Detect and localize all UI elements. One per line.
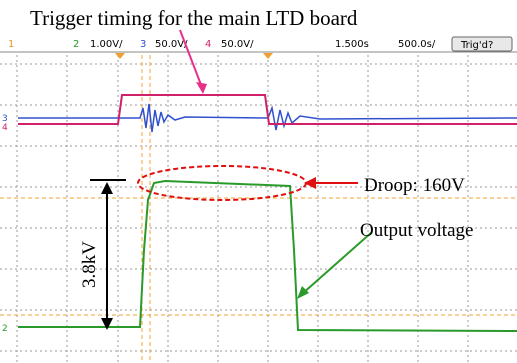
- annotation-title: Trigger timing for the main LTD board: [30, 6, 358, 30]
- droop-label: Droop: 160V: [364, 175, 465, 196]
- amplitude-label: 3.8kV: [79, 241, 100, 288]
- ch4-label: 4: [205, 39, 211, 50]
- ch2-scale: 1.00V/: [90, 39, 123, 50]
- ch2-marker: 2: [2, 324, 8, 334]
- time-position: 1.500s: [335, 39, 369, 50]
- ch4-marker: 4: [2, 123, 8, 133]
- scope-figure: Trigger timing for the main LTD board 1 …: [0, 0, 517, 363]
- output-label: Output voltage: [360, 220, 473, 241]
- ch4-scale: 50.0V/: [221, 39, 254, 50]
- page: Trigger timing for the main LTD board 1 …: [0, 0, 517, 363]
- time-scale: 500.0s/: [398, 39, 436, 50]
- ch1-label: 1: [8, 39, 14, 50]
- trigger-status: Trig'd?: [460, 40, 493, 51]
- ch3-label: 3: [140, 39, 146, 50]
- ch2-label: 2: [73, 39, 79, 50]
